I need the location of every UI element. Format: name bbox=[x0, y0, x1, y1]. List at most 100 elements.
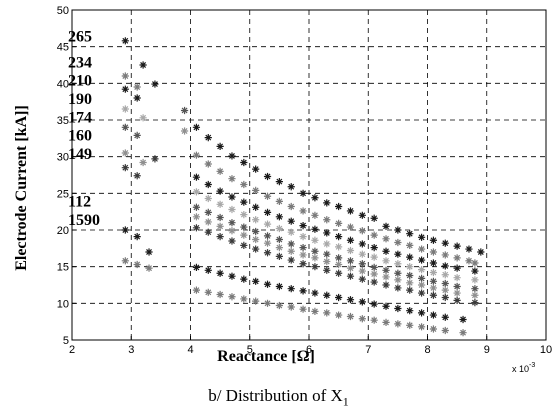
data-point bbox=[216, 200, 224, 208]
data-point bbox=[204, 228, 212, 236]
data-point bbox=[240, 180, 248, 189]
data-points bbox=[121, 37, 485, 337]
data-point bbox=[311, 254, 319, 262]
data-point bbox=[406, 279, 414, 287]
data-point bbox=[299, 260, 307, 268]
y-tick-label: 40 bbox=[57, 78, 69, 90]
data-point bbox=[346, 264, 355, 272]
data-point bbox=[216, 269, 224, 277]
y-axis-label: Electrode Current [kA]] bbox=[13, 105, 30, 271]
x-axis-label: Reactance [Ω] bbox=[217, 348, 315, 365]
data-point bbox=[216, 187, 224, 195]
data-point bbox=[263, 239, 272, 247]
data-point bbox=[441, 262, 449, 270]
data-point bbox=[346, 236, 355, 244]
data-point bbox=[216, 213, 224, 222]
series-112 bbox=[121, 226, 467, 324]
data-point bbox=[216, 233, 224, 241]
data-point bbox=[346, 296, 355, 304]
data-point bbox=[477, 248, 485, 256]
data-point bbox=[406, 241, 414, 249]
data-point bbox=[382, 266, 390, 274]
series-210 bbox=[121, 80, 479, 275]
data-point bbox=[417, 245, 426, 253]
data-point bbox=[240, 223, 248, 231]
data-point bbox=[417, 309, 426, 317]
data-point bbox=[240, 158, 248, 167]
data-point bbox=[192, 123, 201, 131]
data-point bbox=[139, 114, 147, 122]
data-point bbox=[441, 313, 449, 321]
data-point bbox=[335, 219, 343, 227]
data-point bbox=[204, 288, 212, 296]
data-point bbox=[382, 302, 390, 310]
series-label-265: 265 bbox=[68, 29, 92, 46]
data-point bbox=[394, 284, 402, 292]
data-point bbox=[370, 270, 378, 278]
data-point bbox=[459, 315, 467, 324]
data-point bbox=[275, 224, 283, 233]
data-point bbox=[192, 203, 201, 211]
data-point bbox=[299, 251, 307, 259]
data-point bbox=[299, 233, 307, 241]
y-tick-label: 25 bbox=[57, 188, 69, 200]
data-point bbox=[299, 305, 307, 313]
data-point bbox=[370, 214, 378, 222]
data-point bbox=[441, 251, 449, 259]
data-point bbox=[311, 211, 319, 219]
data-point bbox=[370, 244, 378, 252]
data-point bbox=[299, 244, 307, 252]
data-point bbox=[228, 227, 236, 235]
data-point bbox=[192, 286, 201, 294]
data-point bbox=[394, 226, 402, 234]
data-point bbox=[311, 307, 319, 315]
data-point bbox=[417, 274, 426, 282]
y-tick-label: 35 bbox=[57, 115, 69, 127]
data-point bbox=[382, 318, 390, 326]
series-174 bbox=[121, 106, 479, 293]
data-point bbox=[216, 142, 224, 150]
data-point bbox=[346, 312, 355, 321]
data-point bbox=[406, 230, 414, 238]
data-point bbox=[346, 246, 355, 255]
series-label-15: 15 bbox=[68, 212, 84, 229]
data-point bbox=[311, 247, 319, 255]
data-point bbox=[370, 263, 378, 271]
data-point bbox=[151, 155, 159, 163]
data-point bbox=[335, 260, 343, 269]
data-point bbox=[204, 194, 212, 203]
series-label-190: 190 bbox=[68, 91, 92, 108]
data-point bbox=[441, 286, 449, 294]
data-point bbox=[370, 278, 378, 286]
series-label-112: 112 bbox=[68, 194, 91, 211]
data-point bbox=[394, 250, 402, 258]
series-265 bbox=[121, 37, 485, 256]
data-point bbox=[275, 282, 283, 291]
data-point bbox=[139, 61, 147, 69]
x-multiplier-label: x 10-3 bbox=[512, 362, 535, 374]
data-point bbox=[382, 235, 390, 243]
data-point bbox=[240, 211, 248, 219]
data-point bbox=[417, 266, 426, 274]
data-point bbox=[311, 289, 319, 297]
data-point bbox=[192, 224, 201, 232]
data-point bbox=[429, 325, 438, 333]
data-point bbox=[471, 276, 479, 284]
series-234 bbox=[121, 72, 479, 267]
data-point bbox=[275, 235, 283, 244]
data-point bbox=[287, 303, 295, 311]
data-point bbox=[358, 260, 366, 268]
data-point bbox=[192, 263, 201, 271]
y-tick-label: 5 bbox=[63, 335, 69, 347]
data-point bbox=[240, 295, 248, 303]
series-label-174: 174 bbox=[68, 109, 92, 126]
data-point bbox=[453, 289, 461, 297]
data-point bbox=[192, 173, 201, 181]
data-point bbox=[382, 273, 390, 281]
data-point bbox=[145, 264, 153, 272]
data-point bbox=[335, 293, 343, 302]
series-90 bbox=[121, 257, 467, 337]
data-point bbox=[382, 247, 390, 255]
series-label-149: 149 bbox=[68, 146, 92, 163]
